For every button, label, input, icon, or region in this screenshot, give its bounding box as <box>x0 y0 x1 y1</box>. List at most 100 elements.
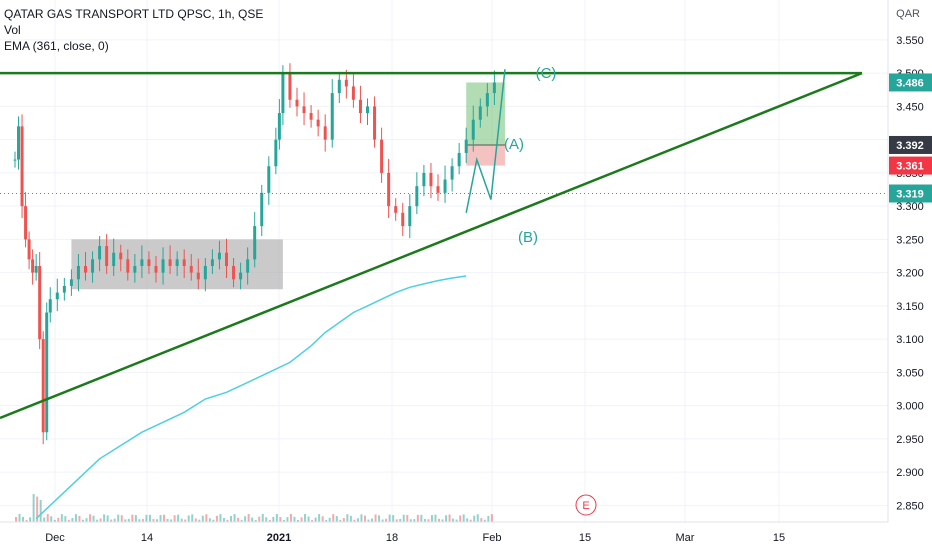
candle-body <box>288 73 292 100</box>
volume-bar <box>113 518 116 522</box>
candle-body <box>309 113 313 120</box>
volume-bar <box>205 514 208 522</box>
ema-line[interactable] <box>35 275 467 520</box>
candle-body <box>112 252 116 266</box>
volume-bar <box>268 519 271 522</box>
volume-bar <box>46 514 49 522</box>
price-badge-label: 3.392 <box>896 140 924 152</box>
candle-body <box>217 252 221 260</box>
candle-body <box>133 265 137 273</box>
x-tick-label: 2021 <box>267 532 291 544</box>
volume-bar <box>423 518 426 522</box>
volume-bar <box>191 514 194 522</box>
candle-body <box>492 82 496 94</box>
y-tick-label: 3.050 <box>896 367 924 379</box>
candle-body <box>436 186 440 193</box>
x-tick-label: 15 <box>773 532 785 544</box>
candle-body <box>429 172 433 187</box>
volume-bar <box>230 516 233 522</box>
symbol-title[interactable]: QATAR GAS TRANSPORT LTD QPSC, 1h, QSE <box>4 7 264 21</box>
volume-bar <box>110 519 113 522</box>
candle-body <box>119 252 123 260</box>
candle-body <box>267 166 271 193</box>
wave-label[interactable]: (A) <box>504 136 524 153</box>
volume-bar <box>233 514 236 522</box>
candle-body <box>55 292 59 300</box>
volume-bar <box>311 519 314 522</box>
y-tick-label: 3.250 <box>896 234 924 246</box>
volume-bar <box>275 514 278 522</box>
ascending-trendline[interactable] <box>0 71 863 420</box>
volume-bar <box>124 519 127 522</box>
candle-body <box>45 312 49 433</box>
volume-bar <box>254 519 257 522</box>
volume-bar <box>420 514 423 522</box>
volume-bar <box>50 516 53 522</box>
volume-bar <box>459 515 462 522</box>
volume-bar <box>152 519 155 522</box>
volume-bar <box>272 516 275 522</box>
candle-body <box>189 265 193 273</box>
candle-body <box>450 166 454 180</box>
volume-bar <box>335 516 338 522</box>
event-marker-label[interactable]: E <box>582 500 589 512</box>
candle-body <box>274 139 278 167</box>
wave-label[interactable]: (B) <box>518 229 538 246</box>
candle-body <box>366 106 369 114</box>
elliott-wave-path[interactable] <box>465 69 506 213</box>
drawing-zones <box>71 82 505 290</box>
stop-zone[interactable] <box>466 144 505 166</box>
volume-bar <box>356 518 359 522</box>
candle-body <box>260 192 264 227</box>
y-tick-label: 3.200 <box>896 268 924 280</box>
volume-bar <box>487 515 490 522</box>
volume-bar <box>194 518 197 522</box>
volume-bar <box>363 515 366 522</box>
volume-bar <box>483 519 486 522</box>
volume-bar <box>53 519 56 522</box>
volume-bar <box>103 514 106 522</box>
volume-bar <box>92 515 95 522</box>
volume-bar <box>349 515 352 522</box>
candle-body <box>31 259 35 273</box>
ema-indicator-label[interactable]: EMA (361, close, 0) <box>4 39 109 53</box>
candle-body <box>471 119 475 140</box>
volume-bar <box>490 514 493 522</box>
volume-bar <box>173 515 176 522</box>
candle-body <box>140 259 144 266</box>
currency-label: QAR <box>896 8 920 20</box>
y-tick-label: 2.900 <box>896 467 924 479</box>
x-tick-label: 18 <box>386 532 398 544</box>
price-badge <box>889 184 932 203</box>
volume-indicator-label[interactable]: Vol <box>4 23 21 37</box>
volume-bar <box>251 517 254 522</box>
candle-body <box>387 172 391 207</box>
volume-bar <box>145 514 148 522</box>
volume-bar <box>445 515 448 522</box>
volume-bar <box>166 518 169 522</box>
volume-bar <box>212 519 215 522</box>
drawings: (A) (B) (C) E <box>0 65 888 516</box>
y-tick-label: 2.950 <box>896 434 924 446</box>
volume-bar <box>360 514 363 522</box>
candle-body <box>422 172 426 187</box>
volume-bar <box>406 514 409 522</box>
wave-label[interactable]: (C) <box>536 65 557 82</box>
volume-bar <box>342 518 345 522</box>
volume-bar <box>81 519 84 522</box>
candle-body <box>182 259 186 266</box>
volume-bar <box>198 519 201 522</box>
candle-body <box>302 106 306 114</box>
price-badge <box>889 73 932 92</box>
candle-body <box>295 99 299 107</box>
volume-bar <box>427 519 430 522</box>
volume-bar <box>469 519 472 522</box>
y-tick-label: 3.450 <box>896 101 924 113</box>
volume-bar <box>297 519 299 522</box>
event-marker-circle[interactable] <box>575 494 597 516</box>
volume-bar <box>208 518 211 522</box>
volume-bar <box>247 514 250 522</box>
y-tick-label: 3.550 <box>896 35 924 47</box>
